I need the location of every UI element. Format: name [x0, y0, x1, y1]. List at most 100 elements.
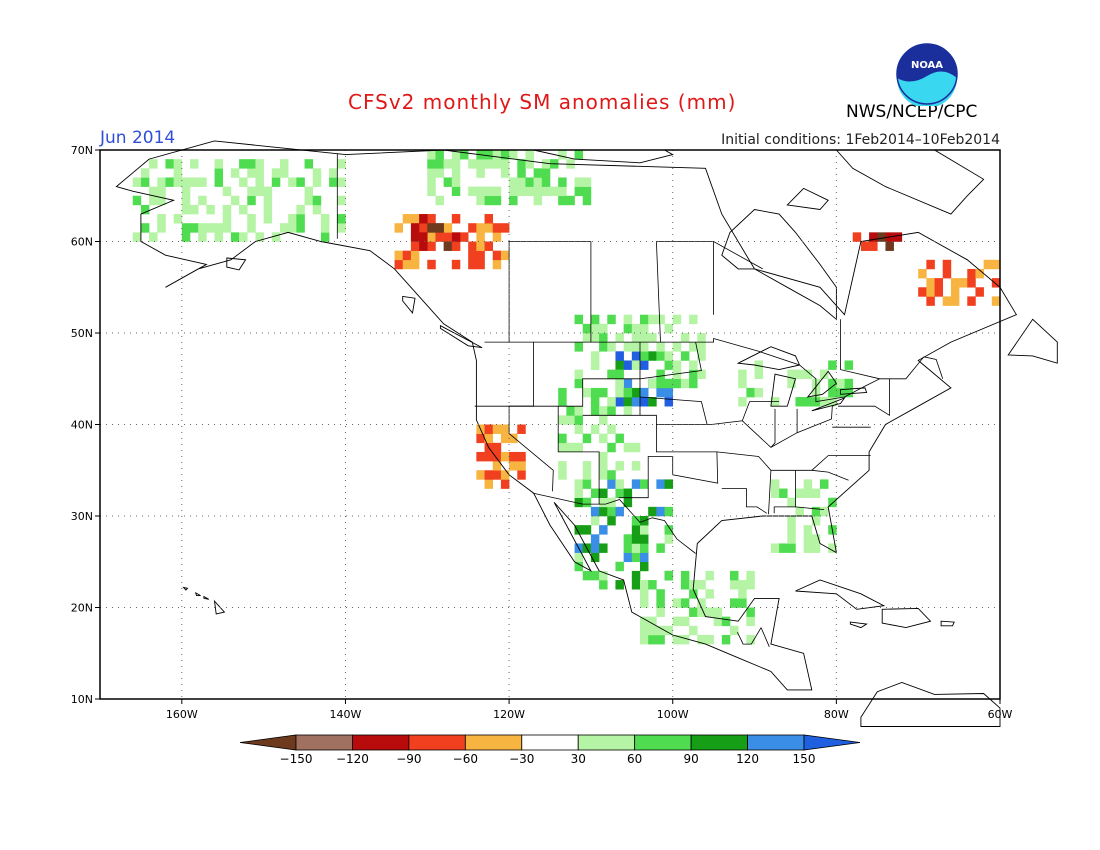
anomaly-cell — [590, 333, 600, 343]
anomaly-cell — [623, 497, 633, 508]
coastline — [1007, 318, 1058, 364]
anomaly-cell — [942, 268, 952, 279]
anomaly-cell — [631, 323, 641, 334]
anomaly-cell — [615, 360, 624, 370]
anomaly-cell — [181, 186, 191, 197]
anomaly-cell — [574, 479, 584, 489]
anomaly-cell — [574, 406, 584, 416]
anomaly-cell — [607, 506, 616, 517]
anomaly-cell — [590, 543, 600, 553]
anomaly-cell — [607, 406, 616, 416]
anomaly-cell — [959, 278, 968, 288]
anomaly-cell — [640, 589, 649, 599]
anomaly-cell — [222, 186, 232, 197]
anomaly-cell — [525, 177, 534, 187]
anomaly-cell — [615, 461, 624, 471]
anomaly-cell — [173, 168, 183, 178]
anomaly-cell — [991, 278, 1001, 288]
anomaly-cell — [468, 259, 477, 270]
anomaly-cell — [157, 214, 166, 224]
anomaly-cell — [631, 552, 641, 563]
anomaly-cell — [574, 415, 584, 425]
anomaly-cell — [672, 360, 682, 370]
anomaly-cell — [590, 360, 600, 370]
anomaly-cell — [476, 241, 485, 251]
colorbar-label: 150 — [793, 752, 816, 766]
anomaly-cell — [811, 488, 821, 498]
anomaly-cell — [427, 177, 436, 187]
anomaly-cell — [795, 488, 804, 498]
anomaly-cell — [247, 186, 256, 197]
anomaly-cell — [754, 387, 764, 398]
colorbar-box — [690, 734, 748, 751]
anomaly-cell — [288, 177, 297, 187]
anomaly-cell — [615, 378, 624, 389]
anomaly-cell — [631, 342, 641, 352]
coastline — [213, 599, 226, 615]
anomaly-cell — [533, 186, 543, 197]
anomaly-cell — [509, 150, 518, 160]
anomaly-cell — [877, 232, 886, 242]
anomaly-cell — [680, 616, 690, 627]
anomaly-cell — [926, 287, 935, 297]
anomaly-cell — [558, 415, 567, 425]
anomaly-cell — [337, 223, 346, 233]
anomaly-cell — [451, 168, 461, 178]
anomaly-cell — [991, 259, 1001, 270]
anomaly-cell — [157, 223, 166, 233]
anomaly-cell — [484, 433, 494, 444]
anomaly-cell — [656, 634, 665, 645]
anomaly-cell — [492, 451, 502, 462]
anomaly-cell — [198, 223, 207, 233]
anomaly-cell — [222, 204, 232, 215]
anomaly-cell — [443, 241, 453, 251]
anomaly-cell — [640, 552, 649, 563]
anomaly-cell — [517, 470, 526, 480]
anomaly-cell — [640, 625, 649, 636]
colorbar-box — [577, 734, 636, 751]
anomaly-cell — [640, 479, 649, 489]
colorbar-label: 30 — [571, 752, 586, 766]
coastline — [806, 370, 838, 398]
anomaly-cell — [631, 387, 641, 398]
anomaly-cell — [787, 378, 796, 389]
anomaly-cell — [615, 479, 624, 489]
anomaly-cell — [689, 314, 698, 325]
anomaly-cell — [599, 488, 608, 498]
anomaly-cell — [828, 543, 837, 553]
anomaly-cell — [599, 543, 608, 553]
anomaly-cell — [828, 360, 837, 370]
anomaly-cell — [296, 214, 305, 224]
anomaly-cell — [656, 543, 665, 553]
anomaly-cell — [394, 259, 404, 270]
anomaly-cell — [517, 186, 526, 197]
colorbar-arrow-low — [239, 734, 297, 751]
anomaly-cell — [795, 369, 804, 380]
anomaly-cell — [451, 214, 461, 224]
anomaly-cell — [631, 580, 641, 590]
anomaly-cell — [664, 525, 674, 535]
anomaly-cell — [582, 525, 592, 535]
anomaly-cell — [680, 333, 690, 343]
anomaly-cell — [451, 259, 461, 270]
anomaly-cell — [500, 150, 510, 160]
anomaly-cell — [640, 360, 649, 370]
anomaly-cell — [590, 506, 600, 517]
colorbar-box — [634, 734, 692, 751]
anomaly-cell — [599, 451, 608, 462]
anomaly-cell — [615, 369, 624, 380]
anomaly-cell — [967, 296, 976, 306]
anomaly-cell — [435, 168, 444, 178]
coastline — [795, 579, 886, 610]
anomaly-cell — [950, 287, 960, 297]
anomaly-cell — [402, 250, 412, 261]
anomaly-cell — [623, 488, 633, 498]
anomaly-cell — [517, 177, 526, 187]
boundary-line — [582, 414, 719, 499]
anomaly-cell — [656, 479, 665, 489]
anomaly-cell — [410, 259, 420, 270]
anomaly-cell — [648, 634, 657, 645]
anomaly-cell — [664, 625, 674, 636]
anomaly-cell — [181, 204, 191, 215]
axis-ticks: 10N 20N 30N 40N 50N 60N 70N 160W 140W 120W 100W 80W… — [71, 144, 1013, 721]
